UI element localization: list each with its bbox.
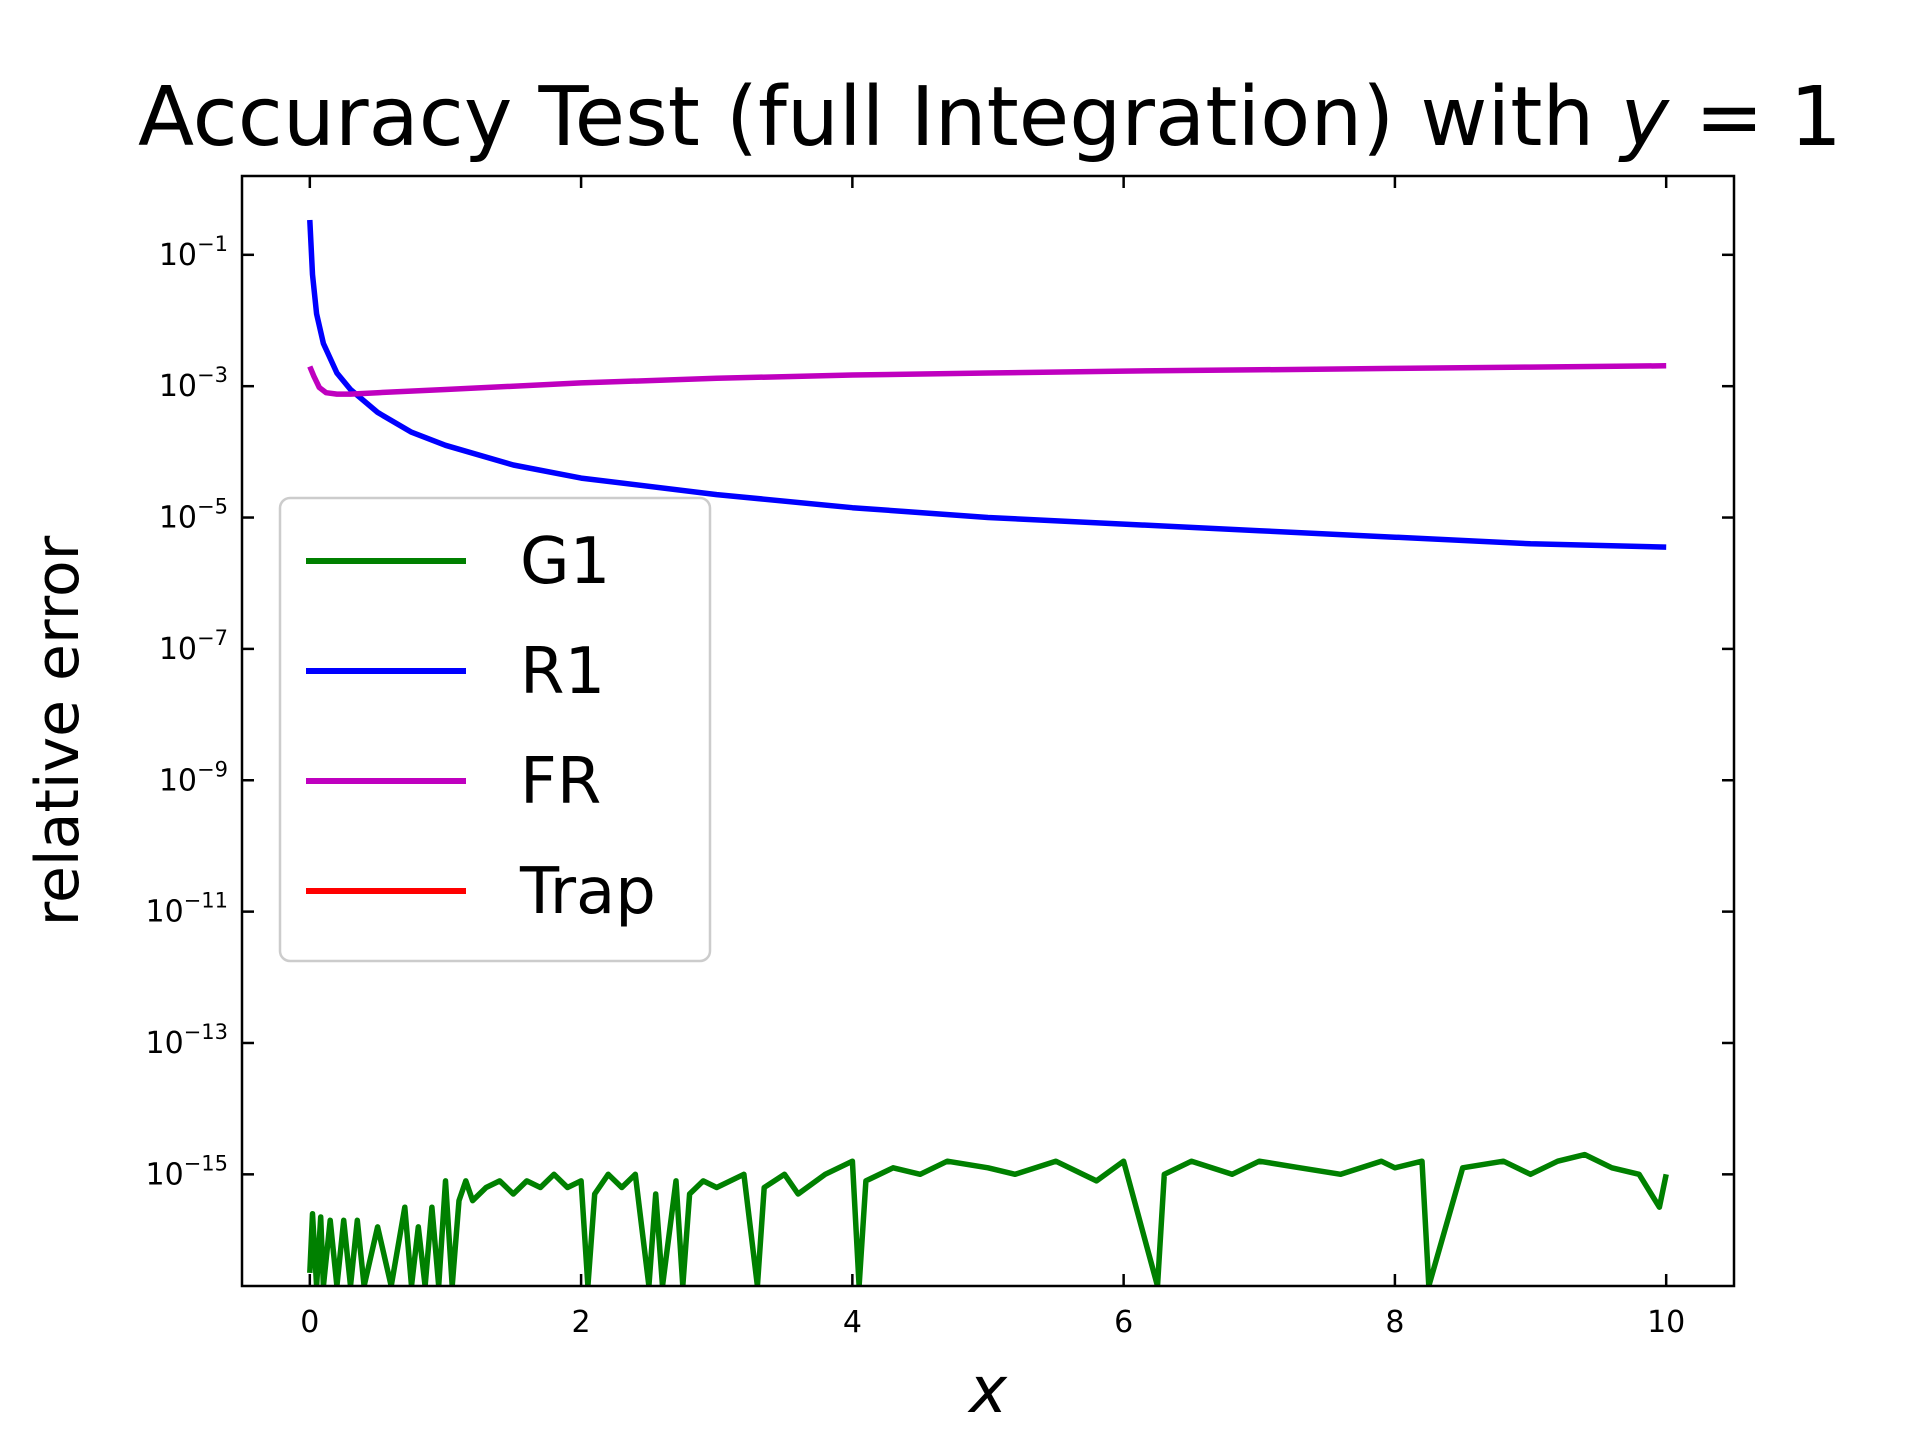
y-tick-label: 10−3 (159, 363, 228, 404)
y-tick-label: 10−15 (145, 1151, 228, 1192)
y-axis-ticks: 10−1 10−3 10−5 10−7 10−9 10−11 10−13 10−15 (145, 232, 1734, 1192)
x-tick-label: 10 (1647, 1305, 1685, 1340)
y-tick-label: 10−7 (159, 626, 228, 667)
plot-frame (240, 174, 1736, 1288)
y-tick-label: 10−1 (159, 232, 228, 273)
series-line-fr (307, 363, 1667, 397)
x-tick-label: 2 (572, 1305, 591, 1340)
series-line-r1 (307, 219, 1667, 550)
legend-label-fr: FR (520, 745, 601, 819)
legend-label-g1: G1 (520, 525, 610, 599)
chart-title-suffix: = 1 (1669, 70, 1842, 165)
chart-title-variable: y (1617, 70, 1670, 165)
y-tick-label: 10−9 (159, 757, 228, 798)
y-tick-label: 10−11 (145, 889, 228, 930)
series-layer (307, 219, 1669, 1286)
x-tick-label: 8 (1385, 1305, 1404, 1340)
legend-label-r1: R1 (520, 635, 605, 709)
x-axis-ticks: 0 2 4 6 8 10 (300, 176, 1685, 1340)
legend-label-trap: Trap (519, 855, 656, 929)
chart-title-prefix: Accuracy Test (full Integration) with (138, 70, 1620, 165)
x-tick-label: 6 (1114, 1305, 1133, 1340)
x-tick-label: 4 (843, 1305, 862, 1340)
y-tick-label: 10−13 (145, 1020, 228, 1061)
legend: G1 R1 FR Trap (278, 496, 712, 963)
chart-title: Accuracy Test (full Integration) with y … (138, 70, 1842, 165)
x-tick-label: 0 (300, 1305, 319, 1340)
series-line-g1 (307, 1151, 1669, 1286)
legend-box (278, 496, 712, 963)
y-axis-label: relative error (23, 535, 93, 926)
x-axis-label: x (967, 1354, 1008, 1428)
y-tick-label: 10−5 (159, 495, 228, 536)
